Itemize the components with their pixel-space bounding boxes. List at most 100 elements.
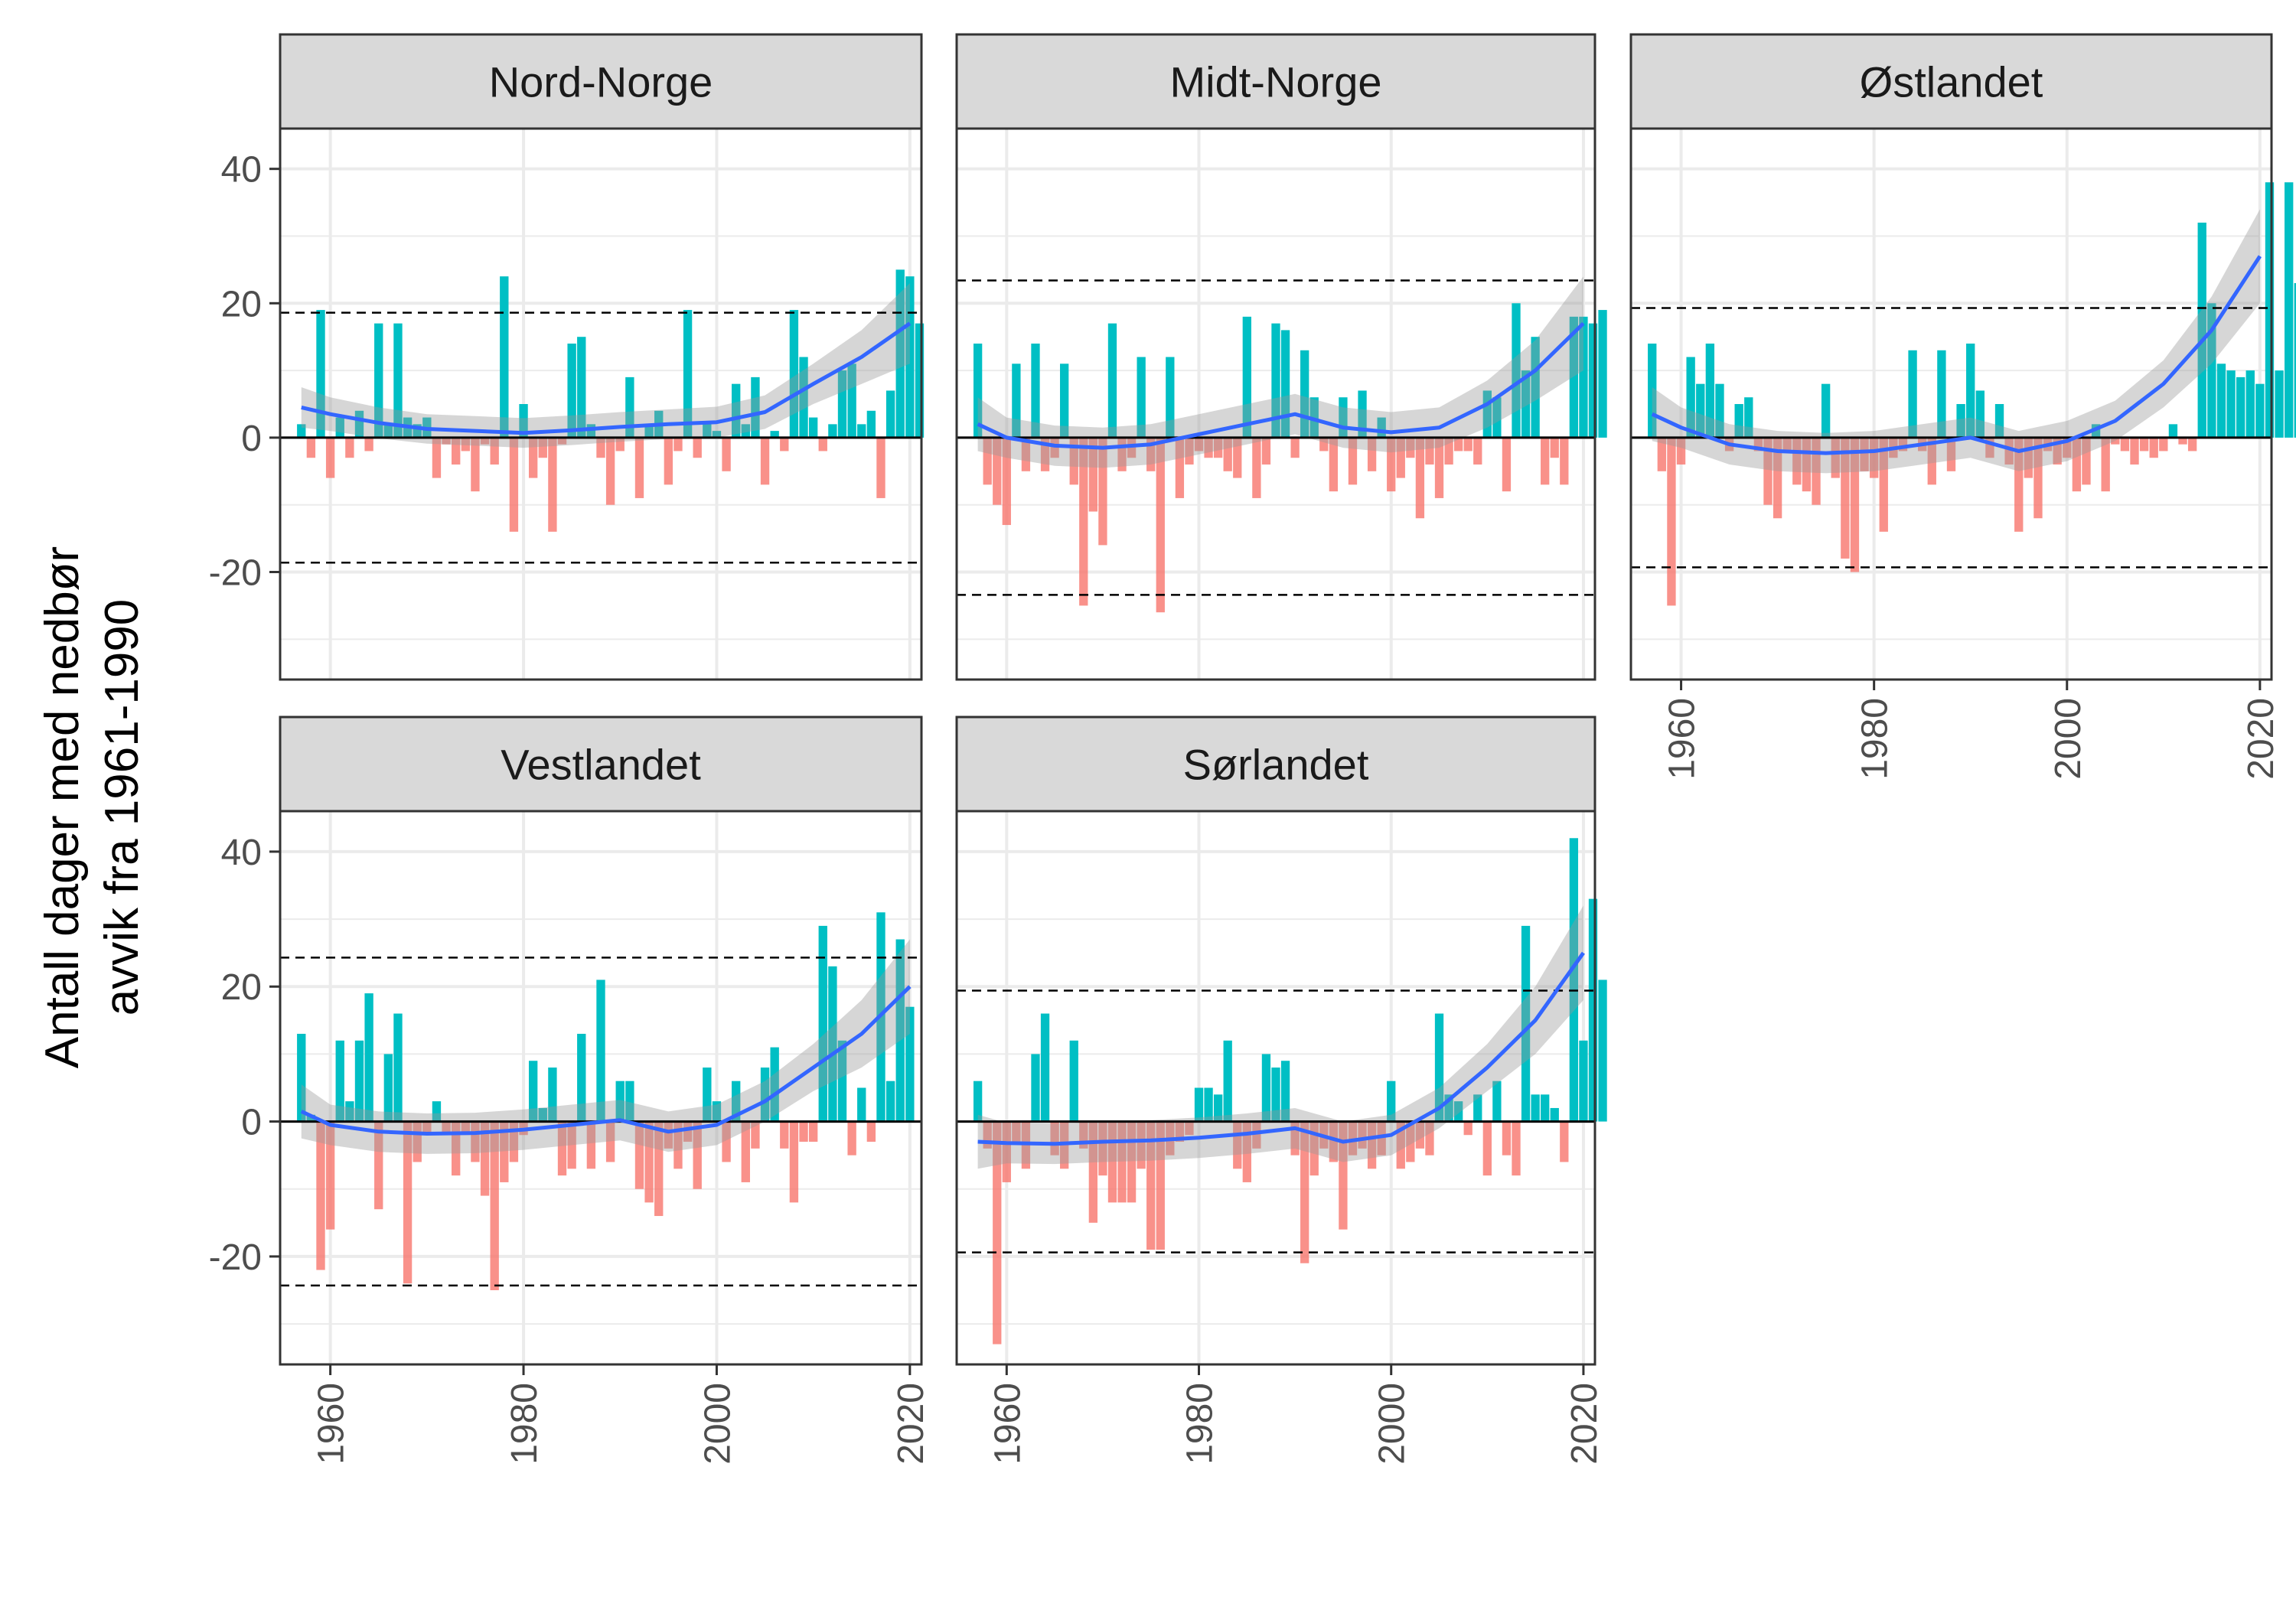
bar-1967 (1069, 1040, 1078, 1122)
bar-2020 (1579, 1040, 1588, 1122)
bar-1983 (1898, 437, 1908, 451)
bar-1993 (644, 1121, 654, 1203)
bar-2007 (780, 437, 789, 451)
bar-1997 (1358, 390, 1367, 438)
bar-1973 (1802, 437, 1812, 492)
facet-title: Vestlandet (501, 741, 701, 789)
bar-2019 (2245, 370, 2255, 438)
bar-1974 (1137, 357, 1146, 438)
bar-1965 (1050, 1121, 1059, 1156)
bar-1962 (345, 1101, 354, 1122)
bar-1974 (1812, 437, 1821, 505)
bar-1983 (548, 437, 557, 532)
bar-2016 (2216, 363, 2226, 438)
bar-1999 (1377, 1121, 1386, 1156)
confidence-band (301, 939, 910, 1154)
bar-2010 (2159, 437, 2168, 451)
bar-1971 (432, 437, 442, 478)
bar-1963 (1031, 343, 1040, 438)
bar-1979 (1185, 437, 1194, 465)
panel-border (1629, 127, 2273, 681)
bar-2015 (857, 424, 866, 438)
bar-2020 (2255, 383, 2265, 438)
bar-1966 (383, 424, 393, 438)
bar-2002 (1406, 437, 1415, 458)
y-tick-label: 40 (221, 150, 262, 191)
bar-2000 (712, 1101, 722, 1122)
bar-2023 (2285, 182, 2294, 438)
confidence-band (301, 283, 910, 448)
x-tick-label: 2020 (1564, 1383, 1605, 1465)
confidence-band (977, 905, 1583, 1169)
bar-1973 (1127, 437, 1137, 458)
bar-1978 (1175, 437, 1185, 498)
bar-2006 (2120, 437, 2130, 451)
bar-2011 (1492, 397, 1502, 438)
bar-1976 (480, 1121, 490, 1196)
bar-1992 (1309, 1121, 1319, 1176)
bar-2001 (722, 437, 731, 471)
bar-1963 (354, 410, 364, 438)
bar-2022 (2275, 370, 2284, 438)
bar-1988 (1271, 323, 1280, 438)
bar-2008 (2139, 437, 2149, 451)
bar-2005 (2111, 437, 2120, 445)
bar-1972 (442, 1121, 451, 1136)
y-axis-label-line-1: Antall dager med nedbør (36, 546, 89, 1068)
bar-2016 (1541, 1094, 1550, 1122)
panel-border (279, 127, 923, 681)
bar-2018 (1560, 1121, 1569, 1162)
bar-2011 (1492, 1081, 1502, 1122)
bar-1989 (605, 1121, 615, 1162)
bar-1969 (1088, 437, 1098, 512)
bar-1960 (1676, 437, 1686, 465)
bar-1960 (325, 1121, 335, 1230)
bar-1964 (1040, 437, 1050, 471)
bar-1989 (605, 437, 615, 505)
bar-1958 (306, 437, 316, 458)
bar-2007 (780, 1121, 789, 1149)
y-tick-label: -20 (209, 1237, 262, 1278)
confidence-band (977, 276, 1583, 468)
bar-1978 (1175, 1121, 1185, 1143)
bar-1976 (1156, 1121, 1165, 1250)
bar-1996 (673, 437, 683, 451)
bar-2001 (1396, 1121, 1405, 1169)
y-tick-label: 40 (221, 833, 262, 873)
bar-1985 (567, 343, 576, 438)
bar-1975 (471, 1121, 480, 1162)
bar-2001 (2072, 437, 2082, 492)
bar-1962 (1021, 437, 1031, 471)
facet-strip (1629, 33, 2273, 130)
bar-1996 (2024, 437, 2033, 478)
smooth-trend-line (977, 951, 1585, 1146)
bar-1992 (634, 437, 644, 498)
bar-1964 (364, 993, 373, 1122)
bar-2020 (1579, 316, 1588, 438)
bar-1969 (413, 424, 422, 438)
bar-2006 (1444, 1094, 1453, 1122)
bar-1975 (471, 437, 480, 492)
bar-2012 (828, 966, 837, 1122)
bar-1981 (1204, 1087, 1213, 1122)
bar-1957 (297, 1033, 306, 1122)
bar-2020 (905, 1006, 915, 1122)
bar-1963 (1031, 1054, 1040, 1122)
bar-1991 (625, 376, 634, 438)
bar-1996 (1348, 437, 1358, 485)
x-tick-label: 1980 (504, 1383, 545, 1465)
bar-2017 (1550, 437, 1559, 458)
bar-2009 (1473, 437, 1482, 465)
bar-1967 (1069, 437, 1078, 485)
bar-2002 (732, 383, 741, 438)
bar-2015 (1531, 1094, 1540, 1122)
bar-1973 (1127, 1121, 1137, 1203)
bar-2021 (1588, 323, 1598, 438)
bar-1998 (1367, 1121, 1377, 1169)
bar-1987 (586, 1121, 596, 1169)
bar-1991 (1300, 350, 1309, 438)
bar-1993 (644, 424, 654, 438)
x-tick-label: 2020 (891, 1383, 931, 1465)
bar-1990 (1966, 343, 1975, 438)
bar-2016 (866, 1121, 876, 1143)
